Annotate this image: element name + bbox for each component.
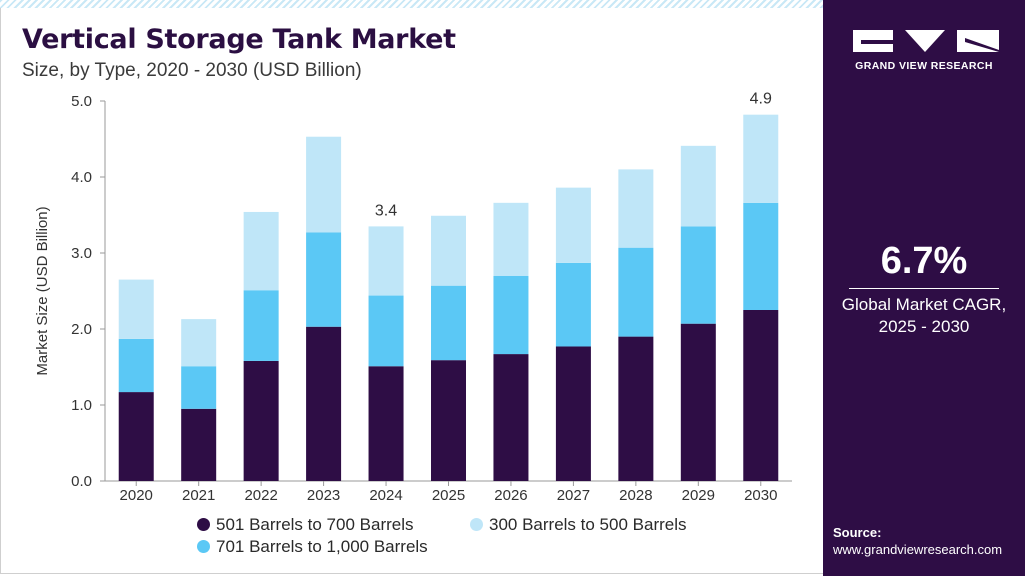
x-tick-label: 2030 [744,487,777,504]
sidebar-panel: GRAND VIEW RESEARCH 6.7% Global Market C… [823,0,1025,576]
y-tick-label: 4.0 [71,169,92,186]
bar-2025-300-barrels-to-500-barrels [431,215,466,286]
bar-2022-701-barrels-to-1-000-barrels [243,290,279,361]
bar-2027-701-barrels-to-1-000-barrels [555,262,591,347]
chart-subtitle: Size, by Type, 2020 - 2030 (USD Billion) [22,60,362,81]
bar-2020-701-barrels-to-1-000-barrels [118,338,154,393]
bar-2022-300-barrels-to-500-barrels [243,211,279,291]
y-tick-label: 0.0 [71,473,92,490]
bar-2021-300-barrels-to-500-barrels [181,319,217,367]
bar-2022-501-barrels-to-700-barrels [243,360,279,481]
x-tick-label: 2028 [619,487,652,504]
bar-2023-701-barrels-to-1-000-barrels [306,232,342,327]
source-title: Source: [833,525,882,540]
y-axis-label: Market Size (USD Billion) [34,206,51,375]
bar-2024-701-barrels-to-1-000-barrels [368,295,404,367]
bar-2020-501-barrels-to-700-barrels [118,392,154,481]
legend-item-300-500: 300 Barrels to 500 Barrels [470,515,687,535]
legend-label: 701 Barrels to 1,000 Barrels [216,537,428,556]
x-tick-label: 2023 [307,487,340,504]
bar-2025-701-barrels-to-1-000-barrels [431,285,466,361]
y-tick-label: 5.0 [71,93,92,110]
y-tick-label: 3.0 [71,245,92,262]
bar-2027-501-barrels-to-700-barrels [555,346,591,481]
bar-2029-501-barrels-to-700-barrels [680,323,716,481]
bar-2029-701-barrels-to-1-000-barrels [680,226,716,324]
data-label: 3.4 [375,202,397,219]
x-tick-label: 2020 [120,487,153,504]
legend-swatch-light [470,518,483,531]
cagr-label-line2: 2025 - 2030 [878,317,970,336]
bar-2021-501-barrels-to-700-barrels [181,408,217,481]
bar-2027-300-barrels-to-500-barrels [555,187,591,263]
cagr-label: Global Market CAGR, 2025 - 2030 [823,294,1025,338]
source-link[interactable]: www.grandviewresearch.com [833,542,1003,557]
bar-2024-300-barrels-to-500-barrels [368,226,404,296]
x-tick-label: 2027 [557,487,590,504]
bar-2030-501-barrels-to-700-barrels [743,310,779,481]
bar-2023-300-barrels-to-500-barrels [306,136,342,233]
x-tick-label: 2021 [182,487,215,504]
x-tick-label: 2022 [244,487,277,504]
chart-area: 0.0 1.0 2.0 3.0 4.0 5.0 Market Size (USD Billi… [34,91,792,504]
bar-2030-300-barrels-to-500-barrels [743,114,779,203]
bar-2029-300-barrels-to-500-barrels [680,145,716,227]
bar-2028-300-barrels-to-500-barrels [618,169,654,248]
data-label: 4.9 [750,91,772,108]
brand-logo-icon [853,30,999,52]
bar-2025-501-barrels-to-700-barrels [431,360,466,481]
y-tick-label: 2.0 [71,321,92,338]
cagr-label-line1: Global Market CAGR, [841,295,1007,314]
bar-2020-300-barrels-to-500-barrels [118,279,154,339]
x-tick-label: 2026 [494,487,527,504]
bar-2028-701-barrels-to-1-000-barrels [618,247,654,337]
cagr-value: 6.7% [880,240,968,282]
x-tick-label: 2025 [432,487,465,504]
divider [849,288,999,289]
x-tick-label: 2029 [682,487,715,504]
legend-label: 501 Barrels to 700 Barrels [216,515,414,534]
y-tick-label: 1.0 [71,397,92,414]
chart-title: Vertical Storage Tank Market [22,24,456,55]
brand-name: GRAND VIEW RESEARCH [855,60,993,72]
bar-2024-501-barrels-to-700-barrels [368,366,404,481]
bar-2026-701-barrels-to-1-000-barrels [493,275,529,355]
bar-2021-701-barrels-to-1-000-barrels [181,366,217,409]
legend-swatch-dark [197,518,210,531]
bar-2030-701-barrels-to-1-000-barrels [743,202,779,310]
bar-2028-501-barrels-to-700-barrels [618,336,654,481]
bar-2026-300-barrels-to-500-barrels [493,202,529,276]
bar-2023-501-barrels-to-700-barrels [306,326,342,481]
decorative-stripe [0,0,823,8]
legend-swatch-blue [197,540,210,553]
legend-item-501-700: 501 Barrels to 700 Barrels [197,515,414,535]
legend-label: 300 Barrels to 500 Barrels [489,515,687,534]
x-tick-label: 2024 [369,487,402,504]
legend-item-701-1000: 701 Barrels to 1,000 Barrels [197,537,428,557]
bar-2026-501-barrels-to-700-barrels [493,354,529,481]
